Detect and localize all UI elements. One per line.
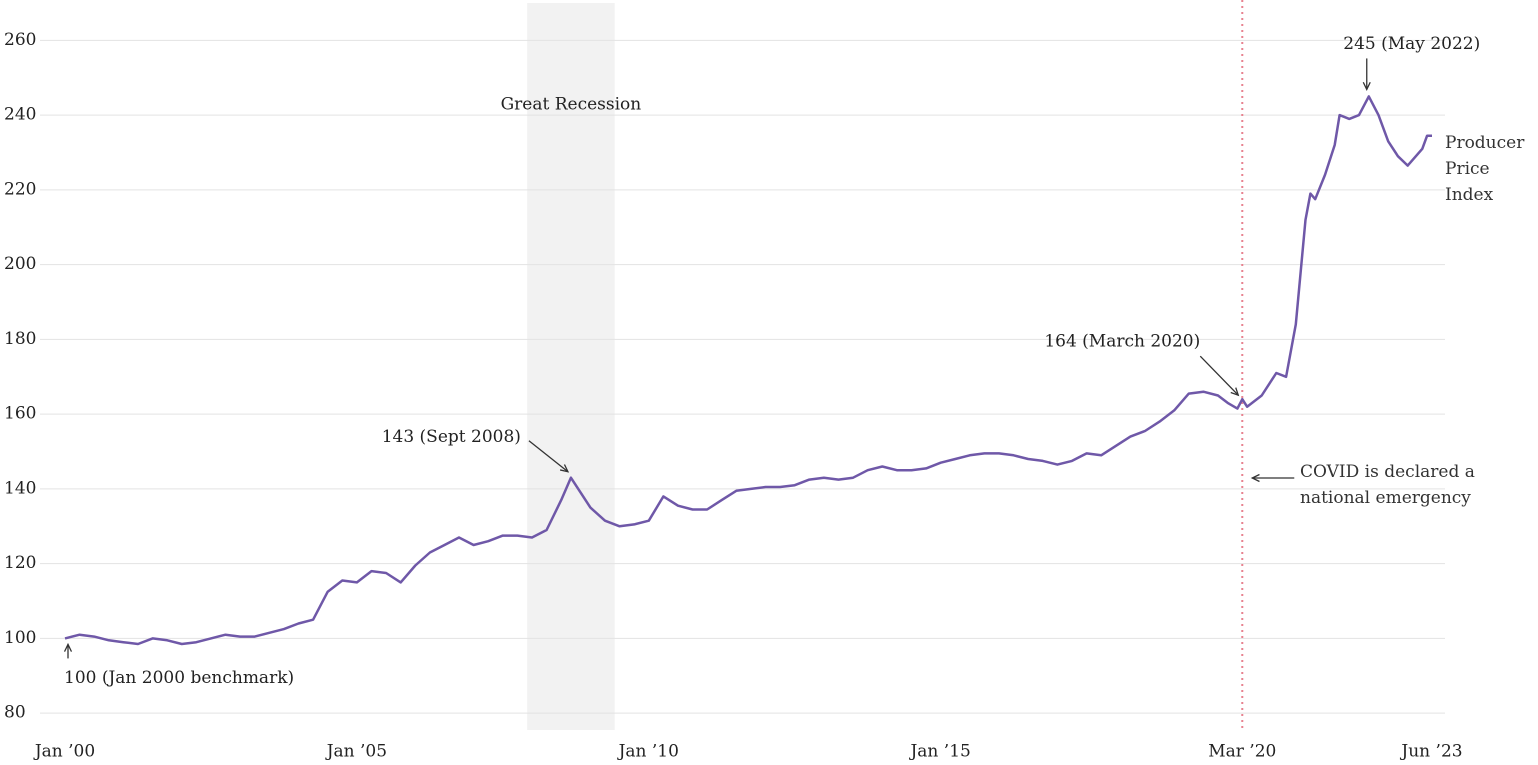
y-tick-label: 240	[4, 105, 36, 125]
annotation: 100 (Jan 2000 benchmark)	[64, 668, 294, 688]
series-label: Producer Price Index	[1445, 133, 1525, 205]
x-tick-label: Jan ’00	[33, 742, 95, 762]
annotation: 143 (Sept 2008)	[382, 427, 521, 447]
y-tick-label: 120	[4, 553, 36, 573]
arrow-head	[63, 642, 73, 652]
arrow-head	[1250, 473, 1260, 483]
x-tick-label: Jun ’23	[1399, 742, 1462, 762]
y-tick-label: 100	[4, 628, 36, 648]
series-line	[64, 95, 1432, 646]
x-tick-label: Jan ’05	[325, 742, 387, 762]
annotation-arrow	[1199, 355, 1239, 396]
annotation: 245 (May 2022)	[1343, 34, 1480, 54]
arrow-head	[1362, 81, 1371, 91]
recession-band	[527, 3, 615, 730]
annotation: 164 (March 2020)	[1044, 332, 1200, 352]
y-tick-label: 160	[4, 404, 36, 424]
annotation: COVID is declared a national emergency	[1300, 462, 1475, 508]
y-tick-label: 140	[4, 478, 36, 498]
y-tick-label: 200	[4, 254, 36, 274]
x-tick-label: Jan ’10	[617, 742, 679, 762]
x-tick-label: Jan ’15	[908, 742, 970, 762]
y-tick-label: 260	[4, 30, 36, 50]
annotation: Great Recession	[501, 95, 642, 115]
arrow-head	[559, 464, 570, 473]
arrow-head	[1230, 387, 1240, 397]
x-tick-label: Mar ’20	[1208, 742, 1276, 762]
y-tick-label: 220	[4, 179, 36, 199]
y-tick-label: 80	[4, 703, 26, 723]
annotation-arrow	[528, 440, 569, 473]
y-tick-label: 180	[4, 329, 36, 349]
